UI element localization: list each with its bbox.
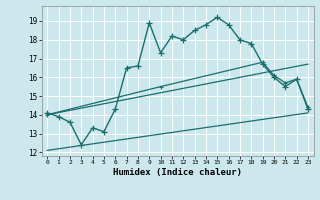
X-axis label: Humidex (Indice chaleur): Humidex (Indice chaleur): [113, 168, 242, 177]
